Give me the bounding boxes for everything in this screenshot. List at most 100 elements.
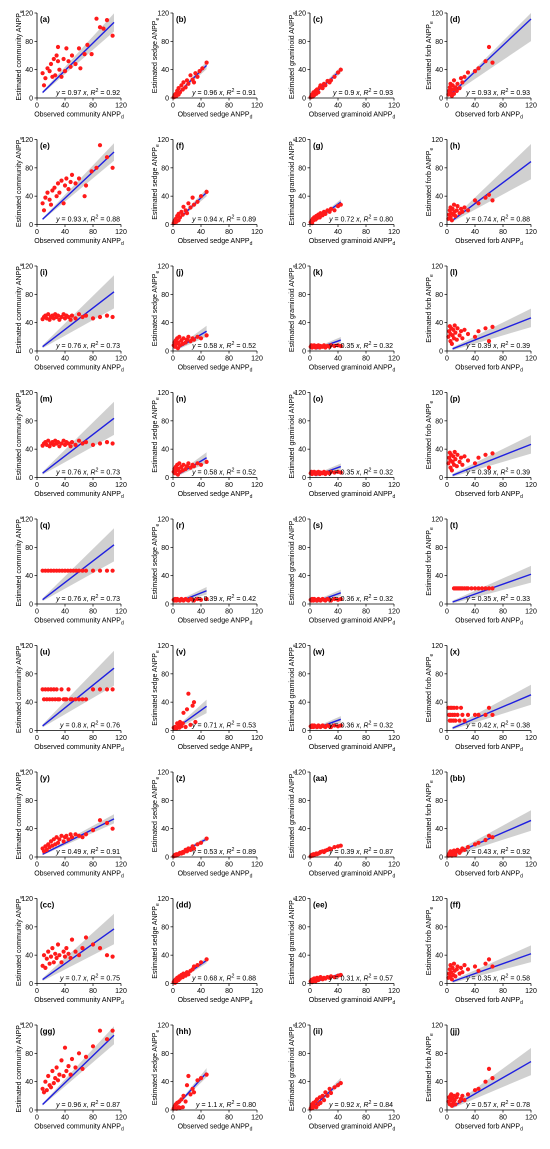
data-point bbox=[177, 334, 182, 339]
y-axis-label: Estimated sedge ANPPe bbox=[152, 271, 161, 347]
data-point bbox=[59, 687, 64, 692]
eq-y: y bbox=[328, 343, 333, 350]
data-point bbox=[198, 960, 204, 965]
panel-label: (c) bbox=[313, 15, 323, 24]
panel-i: 00 40 40 80 80 120 120 (i) y = 0.76 x, R2 = 0.73… bbox=[16, 263, 127, 373]
data-point bbox=[195, 596, 200, 602]
x-axis-label: Observed community ANPPd bbox=[34, 365, 124, 374]
data-point bbox=[48, 202, 54, 207]
x-tick-label: 120 bbox=[388, 1115, 400, 1122]
eq-y: y bbox=[55, 849, 60, 856]
eq-comma: , bbox=[497, 1102, 501, 1109]
y-tick-label: 80 bbox=[298, 1051, 306, 1058]
eq-r: R bbox=[227, 723, 232, 730]
data-point bbox=[320, 1093, 325, 1098]
y-tick-label: 80 bbox=[435, 1051, 443, 1058]
y-tick-label: 40 bbox=[25, 573, 33, 580]
x-tick-label: 80 bbox=[225, 103, 233, 110]
data-point bbox=[83, 440, 89, 445]
y-tick-label: 0 bbox=[439, 96, 443, 103]
data-point bbox=[61, 56, 66, 62]
data-point bbox=[204, 596, 209, 602]
data-point bbox=[483, 1079, 488, 1084]
panel-label: (q) bbox=[40, 521, 51, 530]
eq-y: y bbox=[328, 596, 333, 603]
data-point bbox=[191, 598, 197, 603]
panel-v: 00 40 40 80 80 120 120 (v) y = 0.71 x, R2 = 0.53… bbox=[152, 643, 263, 753]
x-tick-label: 120 bbox=[251, 103, 263, 110]
eq-sup: 2 bbox=[506, 974, 509, 980]
x-axis-label: Observed sedge ANPPd bbox=[178, 997, 253, 1006]
equation-label: y = 0.35 x, R2 = 0.32 bbox=[328, 341, 393, 350]
x-axis-label-sub: d bbox=[392, 115, 395, 121]
panel-j: 00 40 40 80 80 120 120 (j) y = 0.58 x, R2 = 0.52… bbox=[152, 264, 263, 374]
x-tick-label: 40 bbox=[61, 862, 69, 869]
y-tick-label: 40 bbox=[25, 700, 33, 707]
x-tick-label: 40 bbox=[471, 482, 479, 489]
x-tick-label: 40 bbox=[471, 356, 479, 363]
data-point bbox=[460, 336, 465, 341]
data-point bbox=[454, 337, 459, 342]
eq-slope: = 0.58 bbox=[196, 343, 220, 350]
data-point bbox=[66, 687, 71, 692]
y-tick-label: 0 bbox=[439, 602, 443, 609]
data-point bbox=[97, 441, 103, 446]
panel-f: 00 40 40 80 80 120 120 (f) y = 0.94 x, R2 = 0.89… bbox=[152, 137, 263, 247]
x-tick-label: 0 bbox=[445, 229, 449, 236]
eq-sup: 2 bbox=[232, 215, 235, 221]
x-axis-label: Observed community ANPPd bbox=[34, 744, 124, 753]
eq-slope: = 1.1 bbox=[200, 1102, 220, 1109]
x-axis-label: Observed graminoid ANPPd bbox=[309, 365, 396, 374]
y-tick-label: 40 bbox=[161, 447, 169, 454]
y-axis-label: Estimated forb ANPPe bbox=[426, 274, 435, 343]
eq-r2: = 0.78 bbox=[508, 1102, 530, 1109]
y-tick-label: 80 bbox=[25, 292, 33, 299]
eq-y: y bbox=[328, 849, 333, 856]
x-axis-label-sub: d bbox=[250, 621, 253, 627]
x-axis-label-sub: d bbox=[121, 115, 124, 121]
data-point bbox=[57, 697, 62, 702]
y-tick-label: 80 bbox=[161, 39, 169, 46]
y-tick-label: 120 bbox=[431, 390, 443, 397]
data-point bbox=[490, 712, 495, 718]
eq-x: x bbox=[218, 976, 223, 983]
data-point bbox=[454, 88, 459, 93]
eq-x: x bbox=[218, 343, 223, 350]
x-axis-label: Observed graminoid ANPPd bbox=[309, 744, 396, 753]
x-tick-label: 120 bbox=[525, 735, 537, 742]
eq-sup: 2 bbox=[232, 1100, 235, 1106]
x-axis-label: Observed community ANPPd bbox=[34, 618, 124, 627]
data-point bbox=[110, 826, 115, 831]
x-axis-label: Observed forb ANPPd bbox=[455, 365, 523, 374]
y-axis-label-text: Estimated forb ANPP bbox=[426, 403, 433, 469]
y-tick-label: 40 bbox=[298, 826, 306, 833]
y-axis-label: Estimated community ANPPe bbox=[16, 896, 25, 987]
y-axis-label: Estimated sedge ANPPe bbox=[152, 650, 161, 726]
eq-comma: , bbox=[87, 343, 91, 350]
y-tick-label: 120 bbox=[294, 137, 306, 144]
x-axis-label: Observed forb ANPPd bbox=[455, 871, 523, 880]
x-axis-label-sub: d bbox=[250, 368, 253, 374]
data-point bbox=[476, 66, 481, 71]
data-point bbox=[55, 1078, 61, 1083]
eq-slope: = 0.58 bbox=[196, 470, 220, 477]
eq-x: x bbox=[492, 1102, 497, 1109]
data-point bbox=[190, 703, 195, 708]
eq-comma: , bbox=[360, 90, 364, 97]
y-tick-label: 40 bbox=[435, 573, 443, 580]
equation-label: y = 0.74 x, R2 = 0.88 bbox=[465, 215, 530, 224]
x-axis-label-sub: d bbox=[121, 368, 124, 374]
data-point bbox=[486, 465, 492, 470]
x-tick-label: 80 bbox=[225, 735, 233, 742]
data-point bbox=[465, 845, 471, 850]
eq-x: x bbox=[492, 217, 497, 224]
x-axis-label-text: Observed community ANPP bbox=[34, 618, 121, 625]
x-axis-label: Observed sedge ANPPd bbox=[178, 871, 253, 880]
panel-label: (x) bbox=[450, 648, 460, 657]
eq-y: y bbox=[465, 723, 470, 730]
eq-r: R bbox=[501, 90, 506, 97]
y-tick-label: 80 bbox=[298, 292, 306, 299]
y-tick-label: 120 bbox=[294, 11, 306, 18]
y-tick-label: 0 bbox=[165, 602, 169, 609]
regression-line bbox=[42, 151, 115, 220]
